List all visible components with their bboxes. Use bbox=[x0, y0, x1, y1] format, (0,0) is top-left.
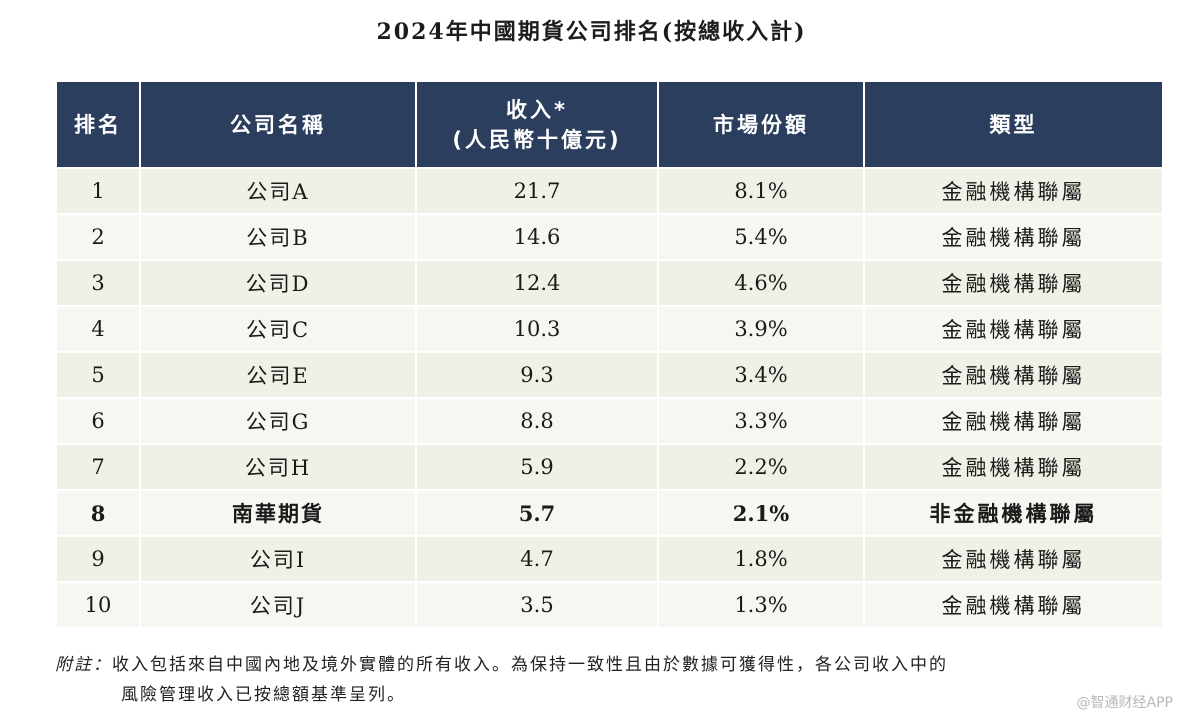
cell-revenue: 10.3 bbox=[417, 305, 657, 351]
cell-rank: 5 bbox=[57, 351, 139, 397]
cell-rank: 9 bbox=[57, 535, 139, 581]
table-row: 5 公司E 9.3 3.4% 金融機構聯屬 bbox=[57, 351, 1162, 397]
footnote-line-2: 風險管理收入已按總額基準呈列。 bbox=[121, 685, 406, 705]
table-header-row: 排名 公司名稱 收入* (人民幣十億元) 市場份額 類型 bbox=[57, 82, 1162, 167]
cell-revenue: 21.7 bbox=[417, 167, 657, 213]
cell-share: 3.4% bbox=[659, 351, 863, 397]
cell-company: 公司G bbox=[141, 397, 415, 443]
cell-share: 2.1% bbox=[659, 489, 863, 535]
cell-revenue: 14.6 bbox=[417, 213, 657, 259]
footnote-line-1: 收入包括來自中國內地及境外實體的所有收入。為保持一致性且由於數據可獲得性，各公司… bbox=[112, 655, 948, 675]
cell-rank: 6 bbox=[57, 397, 139, 443]
table-row: 7 公司H 5.9 2.2% 金融機構聯屬 bbox=[57, 443, 1162, 489]
watermark: @智通财经APP bbox=[1076, 695, 1173, 711]
cell-company: 公司A bbox=[141, 167, 415, 213]
cell-company: 公司E bbox=[141, 351, 415, 397]
cell-revenue: 5.9 bbox=[417, 443, 657, 489]
header-company: 公司名稱 bbox=[141, 82, 415, 167]
table-row: 1 公司A 21.7 8.1% 金融機構聯屬 bbox=[57, 167, 1162, 213]
page-title: 2024年中國期貨公司排名(按總收入計) bbox=[376, 19, 807, 45]
table-row: 8 南華期貨 5.7 2.1% 非金融機構聯屬 bbox=[57, 489, 1162, 535]
cell-revenue: 8.8 bbox=[417, 397, 657, 443]
table-row: 3 公司D 12.4 4.6% 金融機構聯屬 bbox=[57, 259, 1162, 305]
table-row: 2 公司B 14.6 5.4% 金融機構聯屬 bbox=[57, 213, 1162, 259]
table-body: 1 公司A 21.7 8.1% 金融機構聯屬 2 公司B 14.6 5.4% 金… bbox=[57, 167, 1162, 627]
cell-share: 2.2% bbox=[659, 443, 863, 489]
header-type: 類型 bbox=[865, 82, 1162, 167]
cell-rank: 1 bbox=[57, 167, 139, 213]
cell-share: 1.8% bbox=[659, 535, 863, 581]
cell-company: 公司B bbox=[141, 213, 415, 259]
cell-revenue: 4.7 bbox=[417, 535, 657, 581]
cell-company: 公司D bbox=[141, 259, 415, 305]
cell-company: 公司J bbox=[141, 581, 415, 627]
cell-share: 1.3% bbox=[659, 581, 863, 627]
cell-type: 非金融機構聯屬 bbox=[865, 489, 1162, 535]
cell-type: 金融機構聯屬 bbox=[865, 443, 1162, 489]
cell-company: 南華期貨 bbox=[141, 489, 415, 535]
footnote-label: 附註： bbox=[55, 655, 112, 675]
cell-company: 公司H bbox=[141, 443, 415, 489]
cell-type: 金融機構聯屬 bbox=[865, 535, 1162, 581]
cell-revenue: 3.5 bbox=[417, 581, 657, 627]
header-revenue: 收入* (人民幣十億元) bbox=[417, 82, 657, 167]
table-row: 10 公司J 3.5 1.3% 金融機構聯屬 bbox=[57, 581, 1162, 627]
cell-rank: 4 bbox=[57, 305, 139, 351]
header-rank: 排名 bbox=[57, 82, 139, 167]
cell-type: 金融機構聯屬 bbox=[865, 213, 1162, 259]
cell-share: 8.1% bbox=[659, 167, 863, 213]
cell-share: 5.4% bbox=[659, 213, 863, 259]
cell-rank: 10 bbox=[57, 581, 139, 627]
cell-type: 金融機構聯屬 bbox=[865, 305, 1162, 351]
cell-type: 金融機構聯屬 bbox=[865, 259, 1162, 305]
ranking-table: 排名 公司名稱 收入* (人民幣十億元) 市場份額 類型 1 公司A 21.7 … bbox=[55, 82, 1164, 627]
cell-rank: 2 bbox=[57, 213, 139, 259]
cell-share: 3.3% bbox=[659, 397, 863, 443]
cell-revenue: 5.7 bbox=[417, 489, 657, 535]
footnote: 附註：收入包括來自中國內地及境外實體的所有收入。為保持一致性且由於數據可獲得性，… bbox=[55, 650, 1165, 710]
cell-type: 金融機構聯屬 bbox=[865, 351, 1162, 397]
table-row: 6 公司G 8.8 3.3% 金融機構聯屬 bbox=[57, 397, 1162, 443]
table-row: 4 公司C 10.3 3.9% 金融機構聯屬 bbox=[57, 305, 1162, 351]
header-revenue-unit: (人民幣十億元) bbox=[452, 127, 622, 152]
header-market-share: 市場份額 bbox=[659, 82, 863, 167]
cell-type: 金融機構聯屬 bbox=[865, 167, 1162, 213]
cell-rank: 8 bbox=[57, 489, 139, 535]
cell-type: 金融機構聯屬 bbox=[865, 397, 1162, 443]
cell-revenue: 9.3 bbox=[417, 351, 657, 397]
cell-share: 4.6% bbox=[659, 259, 863, 305]
cell-company: 公司I bbox=[141, 535, 415, 581]
cell-rank: 3 bbox=[57, 259, 139, 305]
cell-company: 公司C bbox=[141, 305, 415, 351]
cell-type: 金融機構聯屬 bbox=[865, 581, 1162, 627]
cell-rank: 7 bbox=[57, 443, 139, 489]
cell-revenue: 12.4 bbox=[417, 259, 657, 305]
header-revenue-label: 收入* bbox=[506, 97, 568, 122]
cell-share: 3.9% bbox=[659, 305, 863, 351]
table-row: 9 公司I 4.7 1.8% 金融機構聯屬 bbox=[57, 535, 1162, 581]
